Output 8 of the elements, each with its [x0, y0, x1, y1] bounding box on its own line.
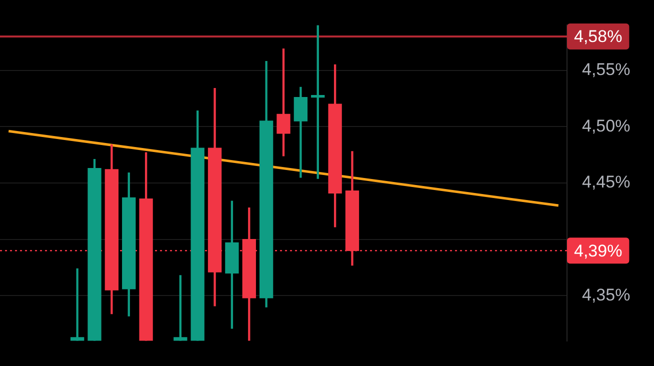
candlestick [70, 268, 84, 341]
ref-line-label: 4,58% [574, 27, 622, 46]
y-tick-label: 4,55% [582, 60, 630, 79]
y-tick-label: 4,50% [582, 116, 630, 136]
candlestick [311, 25, 325, 179]
ref-line-label: 4,39% [574, 241, 622, 260]
y-tick-label: 4,35% [582, 285, 630, 304]
y-tick-label: 4,45% [582, 172, 630, 192]
